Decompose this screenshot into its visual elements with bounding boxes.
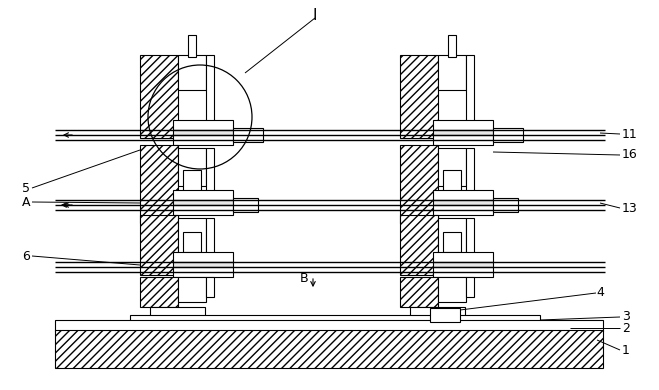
Text: 2: 2	[622, 321, 630, 335]
Bar	[140, 145, 178, 223]
Bar	[173, 120, 233, 130]
Bar	[173, 130, 233, 135]
Bar	[433, 135, 493, 145]
Text: 4: 4	[596, 287, 604, 300]
Bar	[206, 55, 214, 125]
Bar	[438, 218, 466, 253]
Bar	[188, 35, 196, 57]
Bar	[400, 215, 438, 275]
Bar	[438, 148, 466, 186]
Bar	[466, 148, 474, 208]
Bar	[433, 120, 493, 130]
Bar	[140, 55, 178, 138]
Bar	[178, 148, 206, 186]
Bar	[140, 215, 178, 275]
Bar	[130, 315, 540, 321]
Bar	[400, 277, 438, 307]
Bar	[140, 277, 178, 307]
Bar	[443, 232, 461, 252]
Bar	[433, 267, 493, 277]
Bar	[55, 330, 603, 368]
Text: 6: 6	[22, 250, 30, 262]
Bar	[493, 198, 518, 212]
Bar	[206, 277, 214, 297]
Bar	[466, 277, 474, 297]
Bar	[183, 232, 201, 252]
Text: B: B	[299, 271, 308, 284]
Text: 11: 11	[622, 128, 638, 140]
Bar	[410, 307, 465, 319]
Bar	[443, 170, 461, 192]
Bar	[206, 218, 214, 268]
Bar	[400, 55, 438, 138]
Text: 3: 3	[622, 310, 630, 323]
Bar	[433, 200, 493, 205]
Bar	[466, 218, 474, 268]
Bar	[206, 148, 214, 208]
Text: A: A	[22, 195, 30, 209]
Bar	[233, 198, 258, 212]
Text: 13: 13	[622, 202, 638, 214]
Bar	[173, 252, 233, 262]
Bar	[448, 35, 456, 57]
Bar	[178, 55, 206, 90]
Bar	[173, 135, 233, 145]
Bar	[466, 55, 474, 125]
Bar	[55, 320, 603, 331]
Bar	[493, 128, 523, 142]
Bar	[173, 205, 233, 215]
Bar	[173, 200, 233, 205]
Bar	[150, 307, 205, 319]
Bar	[433, 190, 493, 200]
Text: 16: 16	[622, 149, 638, 161]
Text: 1: 1	[622, 344, 630, 356]
Bar	[173, 267, 233, 277]
Bar	[173, 190, 233, 200]
Bar	[433, 252, 493, 262]
Bar	[430, 308, 460, 322]
Bar	[183, 170, 201, 192]
Bar	[433, 262, 493, 267]
Bar	[433, 205, 493, 215]
Bar	[173, 262, 233, 267]
Bar	[438, 55, 466, 90]
Bar	[178, 277, 206, 302]
Text: 5: 5	[22, 181, 30, 195]
Bar	[233, 128, 263, 142]
Bar	[400, 145, 438, 223]
Bar	[178, 218, 206, 253]
Bar	[438, 277, 466, 302]
Bar	[433, 130, 493, 135]
Text: I: I	[313, 7, 317, 23]
